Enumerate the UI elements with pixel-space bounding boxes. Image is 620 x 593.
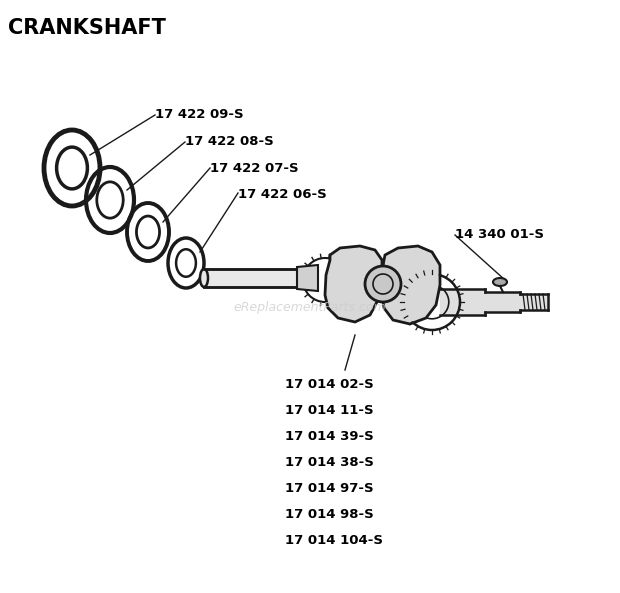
Text: 17 422 07-S: 17 422 07-S: [210, 162, 299, 175]
Text: 17 014 104-S: 17 014 104-S: [285, 534, 383, 547]
Text: 17 014 02-S: 17 014 02-S: [285, 378, 374, 391]
Polygon shape: [325, 246, 382, 322]
Polygon shape: [204, 269, 297, 287]
Text: 17 422 06-S: 17 422 06-S: [238, 188, 327, 201]
Circle shape: [365, 266, 401, 302]
Text: 14 340 01-S: 14 340 01-S: [455, 228, 544, 241]
Text: 17 422 08-S: 17 422 08-S: [185, 135, 274, 148]
Text: 17 014 98-S: 17 014 98-S: [285, 508, 374, 521]
Text: 17 014 11-S: 17 014 11-S: [285, 404, 374, 417]
Text: 17 014 38-S: 17 014 38-S: [285, 456, 374, 469]
Polygon shape: [297, 265, 318, 291]
Text: eReplacementParts.com: eReplacementParts.com: [234, 301, 386, 314]
Ellipse shape: [200, 269, 208, 287]
Polygon shape: [382, 246, 440, 324]
Text: CRANKSHAFT: CRANKSHAFT: [8, 18, 166, 38]
Ellipse shape: [493, 278, 507, 286]
Text: 17 014 97-S: 17 014 97-S: [285, 482, 374, 495]
Text: 17 422 09-S: 17 422 09-S: [155, 108, 244, 121]
Text: 17 014 39-S: 17 014 39-S: [285, 430, 374, 443]
